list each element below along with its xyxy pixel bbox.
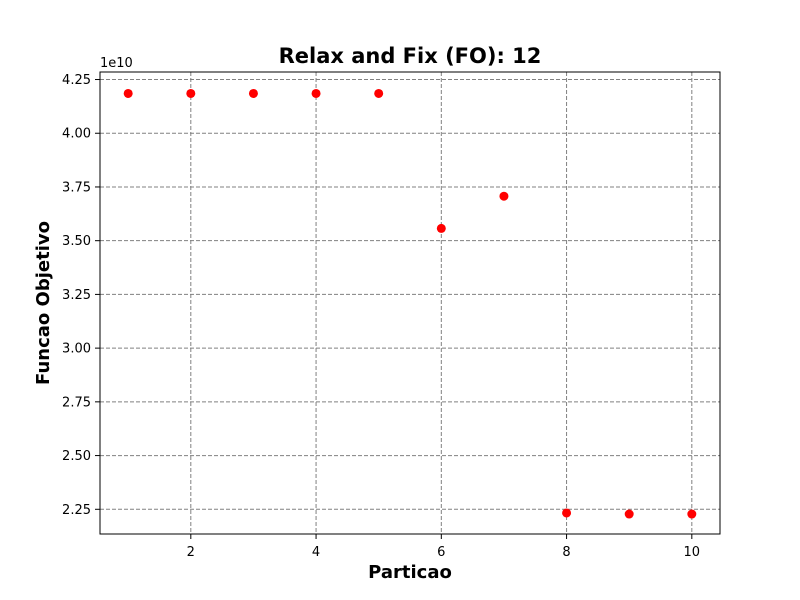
x-tick-label: 6 bbox=[437, 545, 445, 560]
data-point bbox=[687, 509, 697, 519]
data-point bbox=[248, 88, 258, 98]
plot-frame bbox=[99, 71, 721, 535]
y-tick-label: 4.25 bbox=[62, 73, 91, 88]
data-point bbox=[374, 88, 384, 98]
y-axis-label: Funcao Objetivo bbox=[33, 221, 54, 385]
y-tick-label: 3.50 bbox=[62, 234, 91, 249]
data-point bbox=[624, 509, 634, 519]
y-tick-label: 3.00 bbox=[62, 342, 91, 357]
x-tick-label: 2 bbox=[187, 545, 195, 560]
y-tick-label: 3.75 bbox=[62, 180, 91, 195]
data-point bbox=[311, 88, 321, 98]
y-tick-label: 4.00 bbox=[62, 127, 91, 142]
x-tick-label: 10 bbox=[684, 545, 701, 560]
x-tick-label: 8 bbox=[562, 545, 570, 560]
data-point bbox=[186, 88, 196, 98]
y-tick-label: 2.75 bbox=[62, 395, 91, 410]
data-point bbox=[436, 223, 446, 233]
y-tick-label: 3.25 bbox=[62, 288, 91, 303]
data-points bbox=[123, 88, 697, 519]
data-point bbox=[499, 191, 509, 201]
x-axis-label: Particao bbox=[368, 562, 452, 583]
grid-lines bbox=[100, 72, 720, 534]
x-tick-label: 4 bbox=[312, 545, 320, 560]
y-tick-label: 2.25 bbox=[62, 503, 91, 518]
y-tick-label: 2.50 bbox=[62, 449, 91, 464]
y-axis-offset-label: 1e10 bbox=[100, 56, 133, 71]
data-point bbox=[562, 508, 572, 518]
data-point bbox=[123, 88, 133, 98]
chart-title: Relax and Fix (FO): 12 bbox=[279, 44, 542, 68]
axis-ticks: 2 4 6 8 10 2.25 2.50 2.75 3.00 3.25 3.50 3.75 4.00 4.… bbox=[62, 73, 700, 560]
